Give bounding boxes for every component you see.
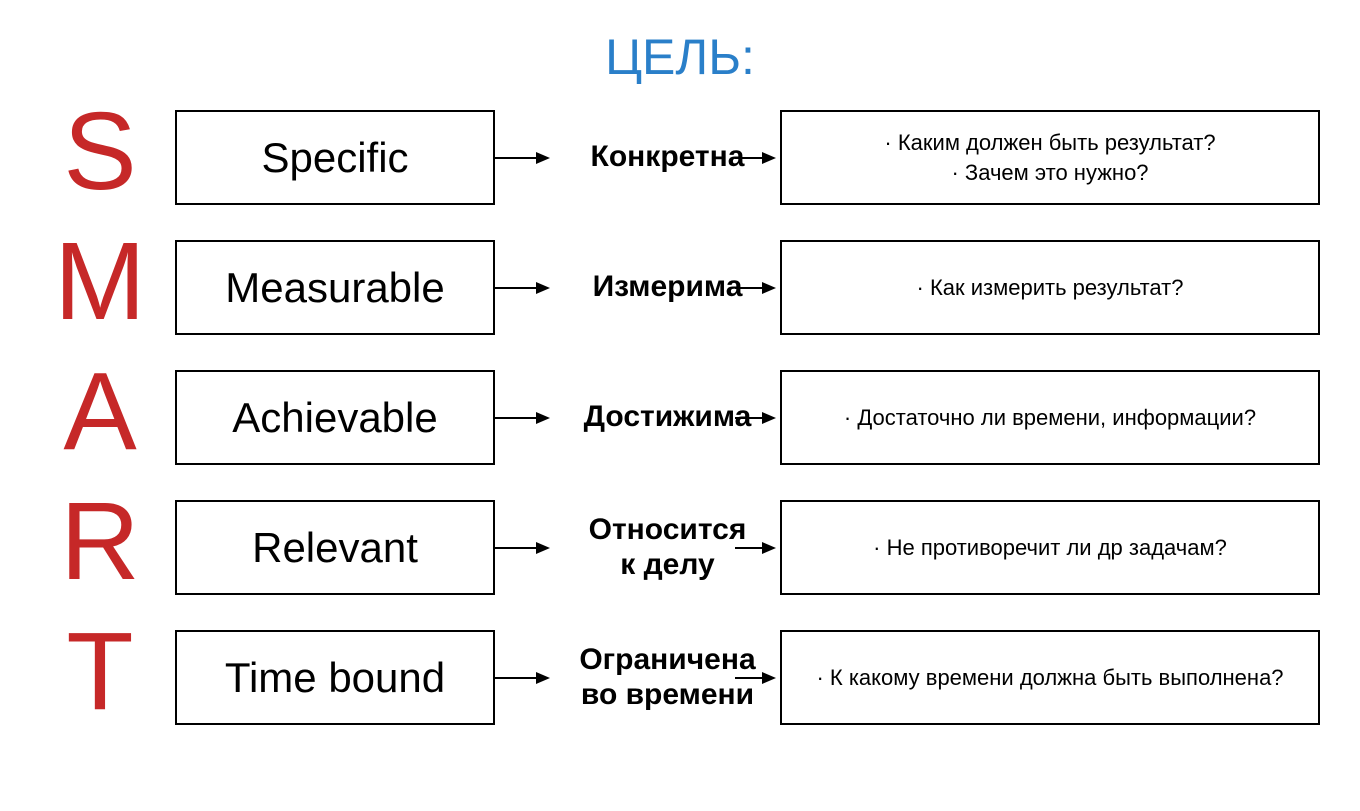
english-term-text: Achievable — [232, 394, 437, 442]
question-line: Достаточно ли времени, информации? — [844, 403, 1256, 433]
question-line: Как измерить результат? — [917, 273, 1184, 303]
question-box: Как измерить результат? — [780, 240, 1320, 335]
question-box: Каким должен быть результат?Зачем это ну… — [780, 110, 1320, 205]
english-term-text: Relevant — [252, 524, 418, 572]
russian-term-line: Измерима — [593, 270, 743, 305]
russian-term-line: во времени — [581, 678, 754, 713]
question-line: Зачем это нужно? — [951, 158, 1148, 188]
russian-term-line: к делу — [620, 548, 714, 583]
question-line: Каким должен быть результат? — [884, 128, 1215, 158]
question-line: К какому времени должна быть выполнена? — [816, 663, 1283, 693]
diagram-title: ЦЕЛЬ: — [0, 28, 1360, 86]
english-term-text: Measurable — [225, 264, 444, 312]
question-line: Не противоречит ли др задачам? — [873, 533, 1227, 563]
acronym-letter-a: A — [40, 357, 160, 467]
russian-term-line: Относится — [589, 513, 747, 548]
acronym-letter-s: S — [40, 97, 160, 207]
english-term-text: Time bound — [225, 654, 445, 702]
acronym-letter-m: M — [40, 227, 160, 337]
english-term-box: Achievable — [175, 370, 495, 465]
russian-term-line: Ограничена — [579, 643, 755, 678]
acronym-letter-r: R — [40, 487, 160, 597]
english-term-box: Measurable — [175, 240, 495, 335]
english-term-text: Specific — [261, 134, 408, 182]
question-box: К какому времени должна быть выполнена? — [780, 630, 1320, 725]
english-term-box: Relevant — [175, 500, 495, 595]
english-term-box: Time bound — [175, 630, 495, 725]
question-box: Достаточно ли времени, информации? — [780, 370, 1320, 465]
smart-diagram: ЦЕЛЬ: S Specific Конкретна Каким должен быт… — [0, 0, 1360, 811]
acronym-letter-t: T — [40, 617, 160, 727]
question-box: Не противоречит ли др задачам? — [780, 500, 1320, 595]
english-term-box: Specific — [175, 110, 495, 205]
russian-term-line: Конкретна — [591, 140, 745, 175]
russian-term-line: Достижима — [584, 400, 752, 435]
